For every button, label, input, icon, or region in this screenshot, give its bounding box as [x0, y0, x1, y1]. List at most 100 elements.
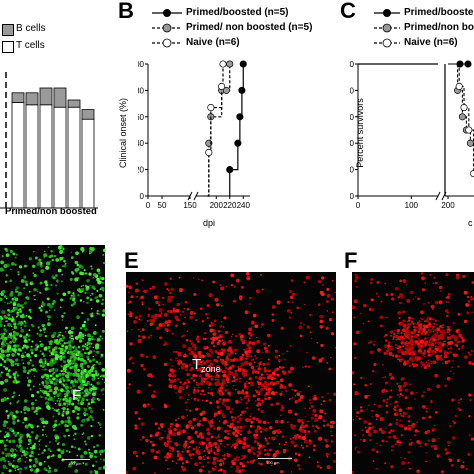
group-label: Primed/non boosted	[5, 206, 97, 217]
c-xtick-label-0: 0	[356, 201, 361, 210]
panel-a: B cells T cells Primed/non boosted	[0, 0, 110, 235]
c-point-2-1	[455, 82, 463, 90]
panel-e-scalebar	[258, 458, 292, 459]
bar-b-cells-6	[81, 109, 95, 120]
c-ytick-label-40: 40	[350, 139, 355, 148]
c-legend-label-primed-non-boosted: Primed/non boo	[404, 22, 474, 33]
panel-c-chart: 0 100 200 0 20 40 60 80 100	[350, 60, 474, 210]
panel-e-micrograph: Tzone 100 µm	[126, 272, 336, 474]
panel-e-zone-label: Tzone	[192, 356, 221, 374]
bar-t-cells-5	[67, 106, 81, 209]
c-legend-label-naive: Naive (n=6)	[404, 37, 458, 48]
b-point-2-4	[219, 60, 227, 68]
c-point-2-3	[465, 126, 473, 134]
legend-marker-primed-boosted	[163, 9, 171, 17]
b-point-0-4	[238, 86, 246, 94]
c-ytick-label-100: 100	[350, 60, 355, 69]
c-ytick-label-60: 60	[350, 113, 355, 122]
b-xtick-label-150: 150	[183, 201, 197, 210]
panel-e-letter: E	[124, 248, 139, 273]
b-point-2-1	[205, 148, 213, 156]
c-xtick-label-200: 200	[441, 201, 455, 210]
panel-f-letter: F	[344, 248, 358, 273]
bar-t-cells-2	[25, 104, 39, 209]
c-point-0-1	[456, 60, 464, 68]
legend-label-b-cells: B cells	[16, 23, 46, 34]
panel-b-letter: B	[118, 0, 134, 23]
b-point-0-2	[234, 139, 242, 147]
b-ytick-label-60: 60	[138, 113, 145, 122]
c-legend-marker-primed-non-boosted	[382, 23, 392, 33]
bar-b-cells-1	[11, 92, 25, 103]
legend-marker-primed-non-boosted	[162, 23, 172, 33]
legend-label-naive: Naive (n=6)	[186, 37, 240, 48]
b-point-2-3	[218, 82, 226, 90]
c-point-2-4	[470, 170, 474, 178]
b-axis-break-2	[193, 191, 199, 201]
legend-swatch-b-cells	[2, 24, 14, 36]
panel-e-scale-label: 100 µm	[266, 460, 280, 465]
bar-b-cells-2	[25, 92, 39, 106]
c-legend-marker-primed-boosted	[383, 9, 391, 17]
legend-label-primed-non-boosted: Primed/ non boosted (n=5)	[186, 22, 313, 33]
b-xtick-label-0: 0	[146, 201, 151, 210]
c-legend-label-primed-boosted: Primed/boosted	[404, 7, 474, 18]
b-ytick-label-0: 0	[140, 192, 145, 201]
panel-c-legend: Primed/boosted Primed/non boo Naive (n=6…	[372, 6, 474, 54]
b-ytick-label-100: 100	[138, 60, 145, 69]
speckle-group	[352, 272, 474, 474]
bar-b-cells-5	[67, 99, 81, 108]
c-point-1-4	[466, 139, 474, 147]
c-point-1-2	[458, 113, 466, 121]
panel-b-ylabel: Clinical onset (%)	[118, 97, 128, 169]
b-xtick-label-50: 50	[158, 201, 167, 210]
panel-b-xlabel: dpi	[203, 218, 216, 228]
c-xtick-label-100: 100	[405, 201, 419, 210]
b-xtick-label-200: 200	[210, 201, 224, 210]
b-series-line-1	[207, 64, 231, 197]
c-ytick-label-20: 20	[350, 166, 355, 175]
legend-marker-naive	[162, 38, 172, 48]
b-ytick-label-80: 80	[138, 86, 145, 95]
b-point-0-3	[236, 113, 244, 121]
panel-d-scale-label: 100 µm	[68, 461, 82, 466]
panel-c-letter: C	[340, 0, 356, 23]
bar-t-cells-4	[53, 106, 67, 209]
bar-t-cells-3	[39, 104, 53, 209]
c-axis-break-1	[435, 191, 441, 201]
b-ytick-label-40: 40	[138, 139, 145, 148]
legend-swatch-t-cells	[2, 41, 14, 53]
c-ytick-label-0: 0	[350, 192, 355, 201]
b-point-1-5	[226, 60, 234, 68]
panel-b-legend: Primed/boosted (n=5) Primed/ non boosted…	[150, 6, 340, 54]
c-ytick-label-80: 80	[350, 86, 355, 95]
panel-d-scalebar	[62, 459, 90, 460]
b-ytick-label-20: 20	[138, 166, 145, 175]
c-legend-marker-naive	[382, 38, 392, 48]
panel-d-label: F	[72, 387, 82, 404]
panel-f-micrograph	[352, 272, 474, 474]
zone-letter: T	[192, 356, 202, 373]
panel-d-micrograph: F 100 µm	[0, 245, 105, 474]
b-xtick-label-240: 240	[237, 201, 251, 210]
b-point-0-1	[226, 166, 234, 174]
b-series-line-0	[229, 64, 244, 196]
b-point-1-4	[222, 86, 230, 94]
b-xtick-label-220: 220	[223, 201, 237, 210]
legend-label-primed-boosted: Primed/boosted (n=5)	[186, 7, 289, 18]
bar-t-cells-1	[11, 102, 25, 209]
speckle-group	[0, 245, 105, 474]
stacked-bar-chart	[0, 72, 98, 209]
speckle-group	[126, 272, 336, 474]
bar-t-cells-6	[81, 118, 95, 209]
c-point-0-2	[464, 60, 472, 68]
panel-c-xlabel-partial: c	[468, 218, 473, 228]
bar-b-cells-4	[53, 87, 67, 108]
zone-subscript: zone	[201, 364, 221, 374]
legend-label-t-cells: T cells	[16, 40, 45, 51]
b-point-2-2	[207, 104, 215, 112]
bar-b-cells-3	[39, 87, 53, 106]
c-point-2-2	[460, 104, 468, 112]
b-point-0-5	[239, 60, 247, 68]
